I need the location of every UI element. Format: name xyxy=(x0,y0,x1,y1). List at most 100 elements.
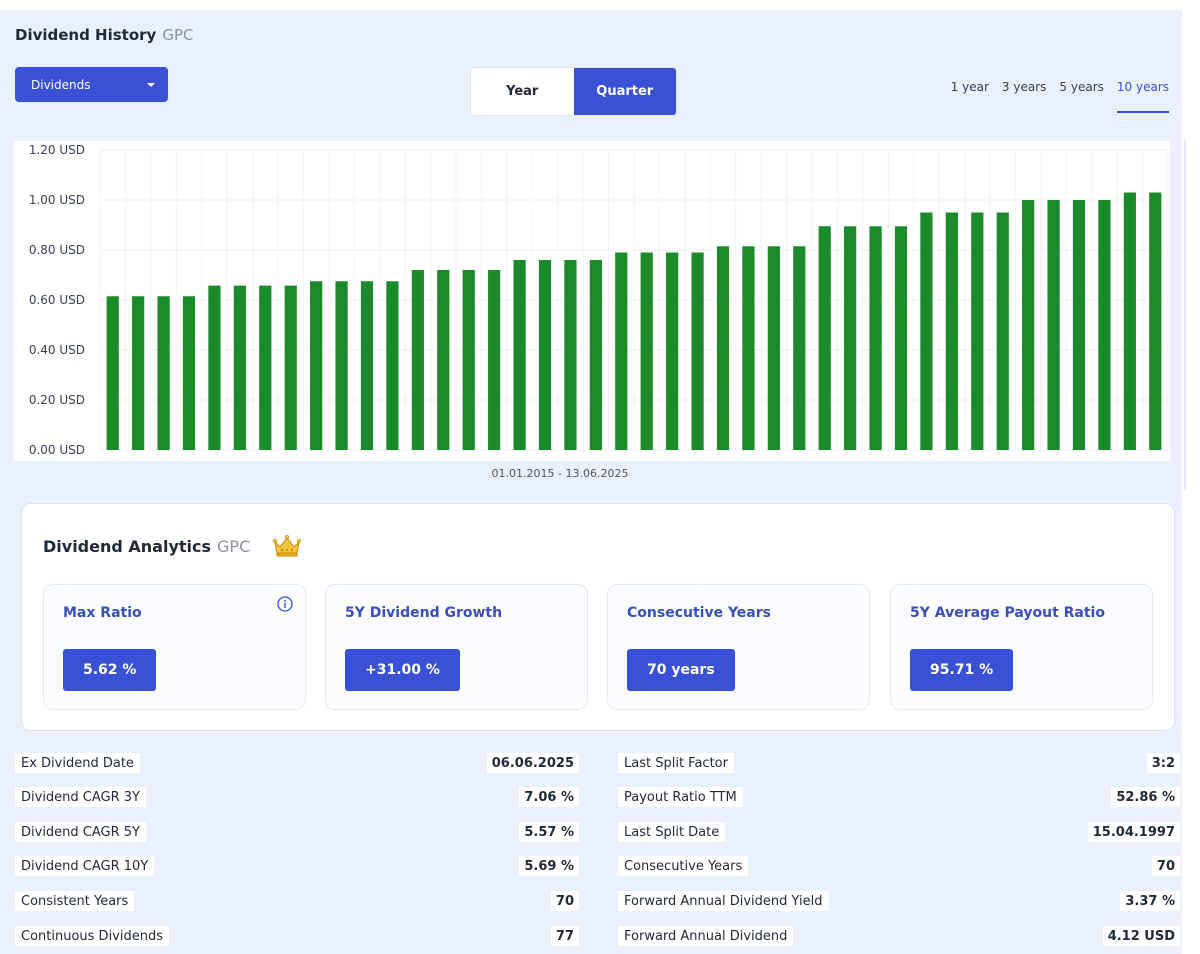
dividend-bar[interactable] xyxy=(920,212,933,451)
dividend-bar[interactable] xyxy=(259,285,272,450)
dividend-bar[interactable] xyxy=(844,226,857,450)
stat-row: Payout Ratio TTM 52.86 % xyxy=(618,787,1180,807)
stat-label: Dividend CAGR 10Y xyxy=(15,856,155,876)
dividend-bar[interactable] xyxy=(106,296,119,450)
card-label: 5Y Average Payout Ratio xyxy=(910,605,1105,621)
stat-label: Forward Annual Dividend Yield xyxy=(618,891,829,911)
y-tick-label: 0.60 USD xyxy=(29,293,85,307)
dividend-bar[interactable] xyxy=(564,260,577,450)
dividend-bar[interactable] xyxy=(233,285,246,450)
scrollbar-track[interactable] xyxy=(1184,140,1186,490)
card-value: +31.00 % xyxy=(345,649,460,691)
stat-value: 06.06.2025 xyxy=(486,753,579,773)
dividend-bar[interactable] xyxy=(971,212,984,451)
dividend-bar[interactable] xyxy=(742,246,755,450)
info-icon[interactable] xyxy=(277,596,293,612)
stat-value: 3.37 % xyxy=(1120,891,1180,911)
dividend-bar[interactable] xyxy=(437,270,450,450)
dividend-bar[interactable] xyxy=(996,212,1009,451)
dividend-bar[interactable] xyxy=(691,252,704,451)
dividend-bar[interactable] xyxy=(767,246,780,450)
dividend-bar[interactable] xyxy=(894,226,908,450)
dividend-bar[interactable] xyxy=(208,285,221,450)
dividend-bar[interactable] xyxy=(640,252,653,451)
card-value: 5.62 % xyxy=(63,649,157,691)
card-value: 70 years xyxy=(627,649,735,691)
dividend-bar[interactable] xyxy=(182,296,196,450)
stat-label: Forward Annual Dividend xyxy=(618,926,794,946)
y-tick-label: 1.00 USD xyxy=(29,193,85,207)
stat-label: Consecutive Years xyxy=(618,856,749,876)
dividend-bar[interactable] xyxy=(132,296,145,450)
tab-10-years[interactable]: 10 years xyxy=(1116,80,1169,113)
dividend-bar-chart: 0.00 USD 0.20 USD 0.40 USD 0.60 USD 0.80 USD… xyxy=(29,143,1169,457)
stat-value: 70 xyxy=(1151,856,1180,876)
dividend-bar[interactable] xyxy=(310,281,323,450)
dividend-bar[interactable] xyxy=(793,246,806,450)
dividend-bar[interactable] xyxy=(513,260,526,450)
card-label: Consecutive Years xyxy=(627,605,771,621)
stat-label: Payout Ratio TTM xyxy=(618,787,743,807)
tab-5-years[interactable]: 5 years xyxy=(1059,80,1104,94)
tab-1-year[interactable]: 1 year xyxy=(950,80,989,94)
dividend-bar[interactable] xyxy=(284,285,297,450)
y-tick-label: 1.20 USD xyxy=(29,143,85,157)
y-tick-label: 0.20 USD xyxy=(29,393,85,407)
dividend-bar[interactable] xyxy=(386,281,399,450)
dividend-bar[interactable] xyxy=(1149,192,1162,451)
dividend-bar[interactable] xyxy=(716,246,730,450)
period-tabs: 1 year 3 years 5 years 10 years xyxy=(951,80,1169,113)
dividend-bar[interactable] xyxy=(488,270,501,450)
stat-label: Continuous Dividends xyxy=(15,926,169,946)
y-tick-label: 0.80 USD xyxy=(29,243,85,257)
dividend-bar[interactable] xyxy=(818,226,831,450)
stat-row: Dividend CAGR 10Y 5.69 % xyxy=(15,856,579,876)
dividend-bar[interactable] xyxy=(157,296,170,450)
stat-row: Dividend CAGR 5Y 5.57 % xyxy=(15,822,579,842)
dividend-bar[interactable] xyxy=(538,260,552,450)
dividend-bar[interactable] xyxy=(1098,200,1111,450)
dividend-chart: 0.00 USD 0.20 USD 0.40 USD 0.60 USD 0.80 USD… xyxy=(14,141,1170,461)
dividend-bar[interactable] xyxy=(462,270,475,450)
card-label: 5Y Dividend Growth xyxy=(345,605,503,621)
card-5y-average-payout-ratio: 5Y Average Payout Ratio 95.71 % xyxy=(890,584,1153,710)
dividend-bar[interactable] xyxy=(411,270,424,450)
stat-value: 70 xyxy=(550,891,579,911)
stat-value: 5.69 % xyxy=(519,856,579,876)
stat-label: Dividend CAGR 3Y xyxy=(15,787,146,807)
stat-row: Last Split Date 15.04.1997 xyxy=(618,822,1180,842)
stat-label: Ex Dividend Date xyxy=(15,753,140,773)
dividend-bar[interactable] xyxy=(1123,192,1136,451)
metric-dropdown[interactable]: Dividends xyxy=(15,67,168,102)
dividend-bar[interactable] xyxy=(1072,200,1086,450)
page-title: Dividend History GPC xyxy=(15,26,194,44)
stat-row: Ex Dividend Date 06.06.2025 xyxy=(15,753,579,773)
stat-row: Last Split Factor 3:2 xyxy=(618,753,1180,773)
stat-value: 3:2 xyxy=(1146,753,1180,773)
stat-row: Continuous Dividends 77 xyxy=(15,926,579,946)
toggle-quarter[interactable]: Quarter xyxy=(573,68,676,115)
tab-3-years[interactable]: 3 years xyxy=(1001,80,1047,94)
stat-label: Last Split Factor xyxy=(618,753,734,773)
title-text: Dividend History xyxy=(15,26,157,44)
dividend-bar[interactable] xyxy=(666,252,679,451)
toggle-year[interactable]: Year xyxy=(506,84,539,99)
dividend-bar[interactable] xyxy=(335,281,348,450)
analytics-title-text: Dividend Analytics xyxy=(43,537,212,556)
dividend-bar[interactable] xyxy=(869,226,882,450)
stat-label: Consistent Years xyxy=(15,891,135,911)
dividend-bar[interactable] xyxy=(1022,200,1035,450)
stat-row: Dividend CAGR 3Y 7.06 % xyxy=(15,787,579,807)
dividend-bar[interactable] xyxy=(615,252,628,451)
frequency-toggle: Year Quarter xyxy=(470,67,677,116)
dividend-bar[interactable] xyxy=(945,212,958,451)
card-consecutive-years: Consecutive Years 70 years xyxy=(607,584,870,710)
stat-value: 5.57 % xyxy=(519,822,579,842)
dividend-bar[interactable] xyxy=(1047,200,1060,450)
y-tick-label: 0.00 USD xyxy=(29,443,85,457)
stat-value: 7.06 % xyxy=(519,787,579,807)
title-ticker: GPC xyxy=(162,26,194,44)
dividend-analytics-panel: Dividend Analytics GPC Max Ratio 5.62 % 5… xyxy=(21,503,1175,731)
dividend-bar[interactable] xyxy=(589,260,602,450)
dividend-bar[interactable] xyxy=(360,281,374,450)
